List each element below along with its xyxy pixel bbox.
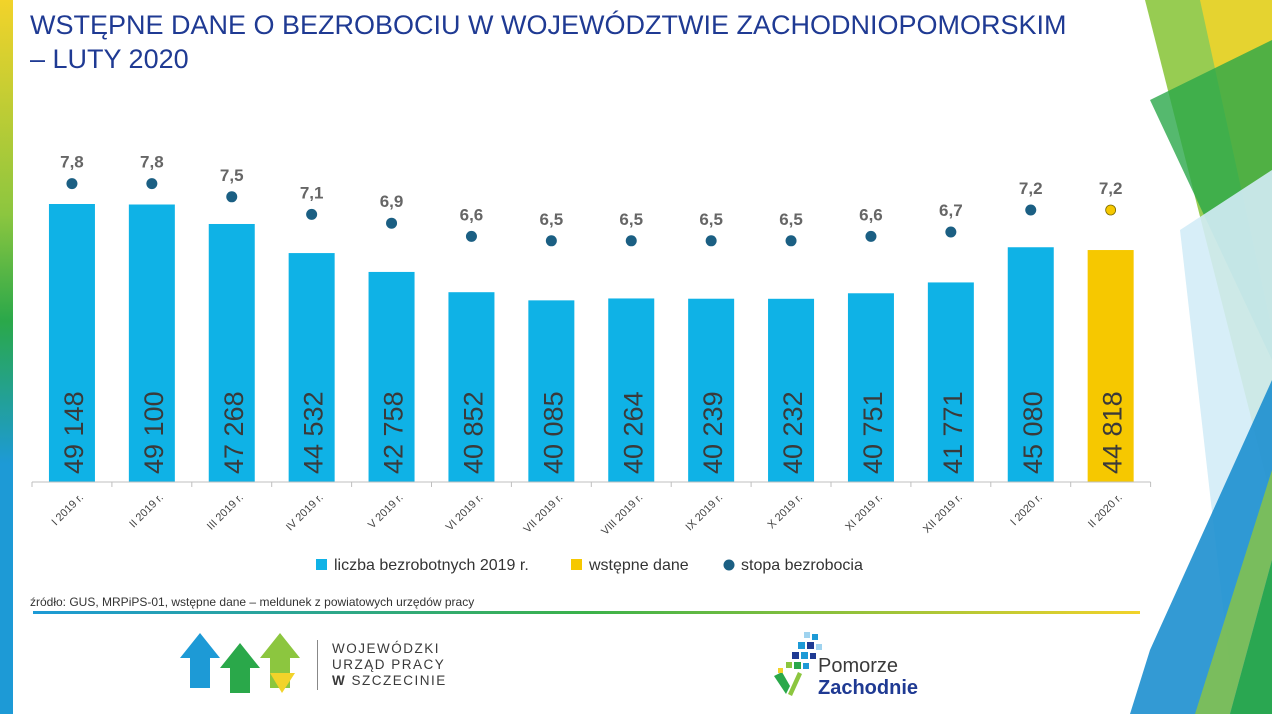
wup-logo-icon xyxy=(180,633,300,693)
x-tick-label-2: II 2019 r. xyxy=(127,492,166,531)
bar-12 xyxy=(927,282,974,482)
wup-line-1: WOJEWÓDZKI xyxy=(332,641,440,656)
title-line-2: – LUTY 2020 xyxy=(30,44,189,74)
left-accent-bar xyxy=(0,0,13,714)
wup-logo-separator xyxy=(317,640,318,690)
rate-dot-4 xyxy=(306,208,318,220)
bar-7 xyxy=(528,300,575,482)
bar-4 xyxy=(288,253,335,482)
bar-value-label-8: 40 264 xyxy=(618,391,648,474)
bar-value-label-13: 45 080 xyxy=(1018,391,1048,474)
rate-label-2: 7,8 xyxy=(140,153,164,172)
bar-value-label-7: 40 085 xyxy=(538,391,568,474)
bar-value-label-5: 42 758 xyxy=(379,391,409,474)
bar-value-label-12: 41 771 xyxy=(938,391,968,474)
x-tick-label-13: I 2020 r. xyxy=(1008,492,1045,529)
rate-label-13: 7,2 xyxy=(1019,179,1043,198)
x-tick-label-10: X 2019 r. xyxy=(766,492,806,532)
x-tick-label-12: XII 2019 r. xyxy=(921,492,965,536)
bar-value-label-9: 40 239 xyxy=(698,391,728,474)
bar-6 xyxy=(448,292,495,482)
rate-dot-5 xyxy=(386,217,398,229)
bar-1 xyxy=(48,204,95,482)
bar-2 xyxy=(128,204,175,483)
legend-dot-rate xyxy=(723,559,735,571)
rate-dot-10 xyxy=(785,235,797,247)
bar-value-label-14: 44 818 xyxy=(1098,391,1128,474)
bar-10 xyxy=(768,298,815,482)
bar-value-label-11: 40 751 xyxy=(858,391,888,474)
rate-dot-6 xyxy=(465,230,477,242)
rate-label-1: 7,8 xyxy=(60,153,84,172)
wup-line-3-rest: SZCZECINIE xyxy=(351,673,447,688)
pz-line-1: Pomorze xyxy=(818,655,899,677)
rate-label-9: 6,5 xyxy=(699,210,723,229)
rate-label-4: 7,1 xyxy=(300,183,324,202)
bar-13 xyxy=(1007,247,1054,482)
bar-value-label-1: 49 148 xyxy=(59,391,89,474)
bar-5 xyxy=(368,271,415,482)
wup-logo-text: WOJEWÓDZKI URZĄD PRACY W SZCZECINIE xyxy=(332,641,447,689)
rate-dot-12 xyxy=(945,226,957,238)
rate-dot-9 xyxy=(705,235,717,247)
rate-label-10: 6,5 xyxy=(779,210,803,229)
rate-label-6: 6,6 xyxy=(460,205,484,224)
title-line-1: WSTĘPNE DANE O BEZROBOCIU W WOJEWÓDZTWIE… xyxy=(30,10,1067,40)
rate-dot-8 xyxy=(625,235,637,247)
rate-label-5: 6,9 xyxy=(380,192,404,211)
rate-dot-13 xyxy=(1025,204,1037,216)
x-tick-label-4: IV 2019 r. xyxy=(284,492,326,534)
bar-11 xyxy=(847,293,894,482)
bar-value-label-10: 40 232 xyxy=(778,391,808,474)
bar-value-label-4: 44 532 xyxy=(299,391,329,474)
pz-line-2: Zachodnie xyxy=(818,677,919,699)
x-tick-label-11: XI 2019 r. xyxy=(843,492,885,534)
rate-label-8: 6,5 xyxy=(619,210,643,229)
x-tick-label-9: IX 2019 r. xyxy=(683,492,725,534)
rate-dot-14 xyxy=(1105,204,1117,216)
legend-swatch-preliminary xyxy=(571,559,582,570)
rate-dot-7 xyxy=(545,235,557,247)
rate-dot-11 xyxy=(865,230,877,242)
bar-9 xyxy=(688,298,735,482)
x-tick-label-7: VII 2019 r. xyxy=(522,492,566,536)
wup-line-2: URZĄD PRACY xyxy=(332,657,446,672)
bar-8 xyxy=(608,298,655,482)
pomorze-zachodnie-logo-text: Pomorze Zachodnie xyxy=(818,655,918,699)
rate-dot-3 xyxy=(226,191,238,203)
x-tick-label-1: I 2019 r. xyxy=(49,492,86,529)
wup-line-3-w: W xyxy=(332,673,347,688)
wup-line-3: W SZCZECINIE xyxy=(332,673,447,689)
bar-value-label-3: 47 268 xyxy=(219,391,249,474)
page-title: WSTĘPNE DANE O BEZROBOCIU W WOJEWÓDZTWIE… xyxy=(30,8,1130,76)
source-note: źródło: GUS, MRPiPS-01, wstępne dane – m… xyxy=(30,595,475,609)
bar-3 xyxy=(208,223,255,482)
rate-label-11: 6,6 xyxy=(859,205,883,224)
bar-14 xyxy=(1087,250,1134,482)
rate-dot-1 xyxy=(66,178,78,190)
x-tick-label-3: III 2019 r. xyxy=(205,492,246,533)
rate-dot-2 xyxy=(146,178,158,190)
legend-swatch-2019 xyxy=(316,559,327,570)
x-tick-label-14: II 2020 r. xyxy=(1086,492,1125,531)
legend-label-2019: liczba bezrobotnych 2019 r. xyxy=(334,557,529,574)
x-tick-label-6: VI 2019 r. xyxy=(444,492,486,534)
rate-label-7: 6,5 xyxy=(540,210,564,229)
legend-label-rate: stopa bezrobocia xyxy=(741,557,863,574)
x-tick-label-5: V 2019 r. xyxy=(366,492,406,532)
x-tick-label-8: VIII 2019 r. xyxy=(599,492,645,538)
legend-label-preliminary: wstępne dane xyxy=(588,557,689,574)
bar-value-label-6: 40 852 xyxy=(458,391,488,474)
gradient-divider xyxy=(33,611,1140,614)
pomorze-zachodnie-logo-icon xyxy=(774,632,822,696)
rate-label-14: 7,2 xyxy=(1099,179,1123,198)
bar-value-label-2: 49 100 xyxy=(139,391,169,474)
rate-label-3: 7,5 xyxy=(220,166,244,185)
rate-label-12: 6,7 xyxy=(939,201,963,220)
